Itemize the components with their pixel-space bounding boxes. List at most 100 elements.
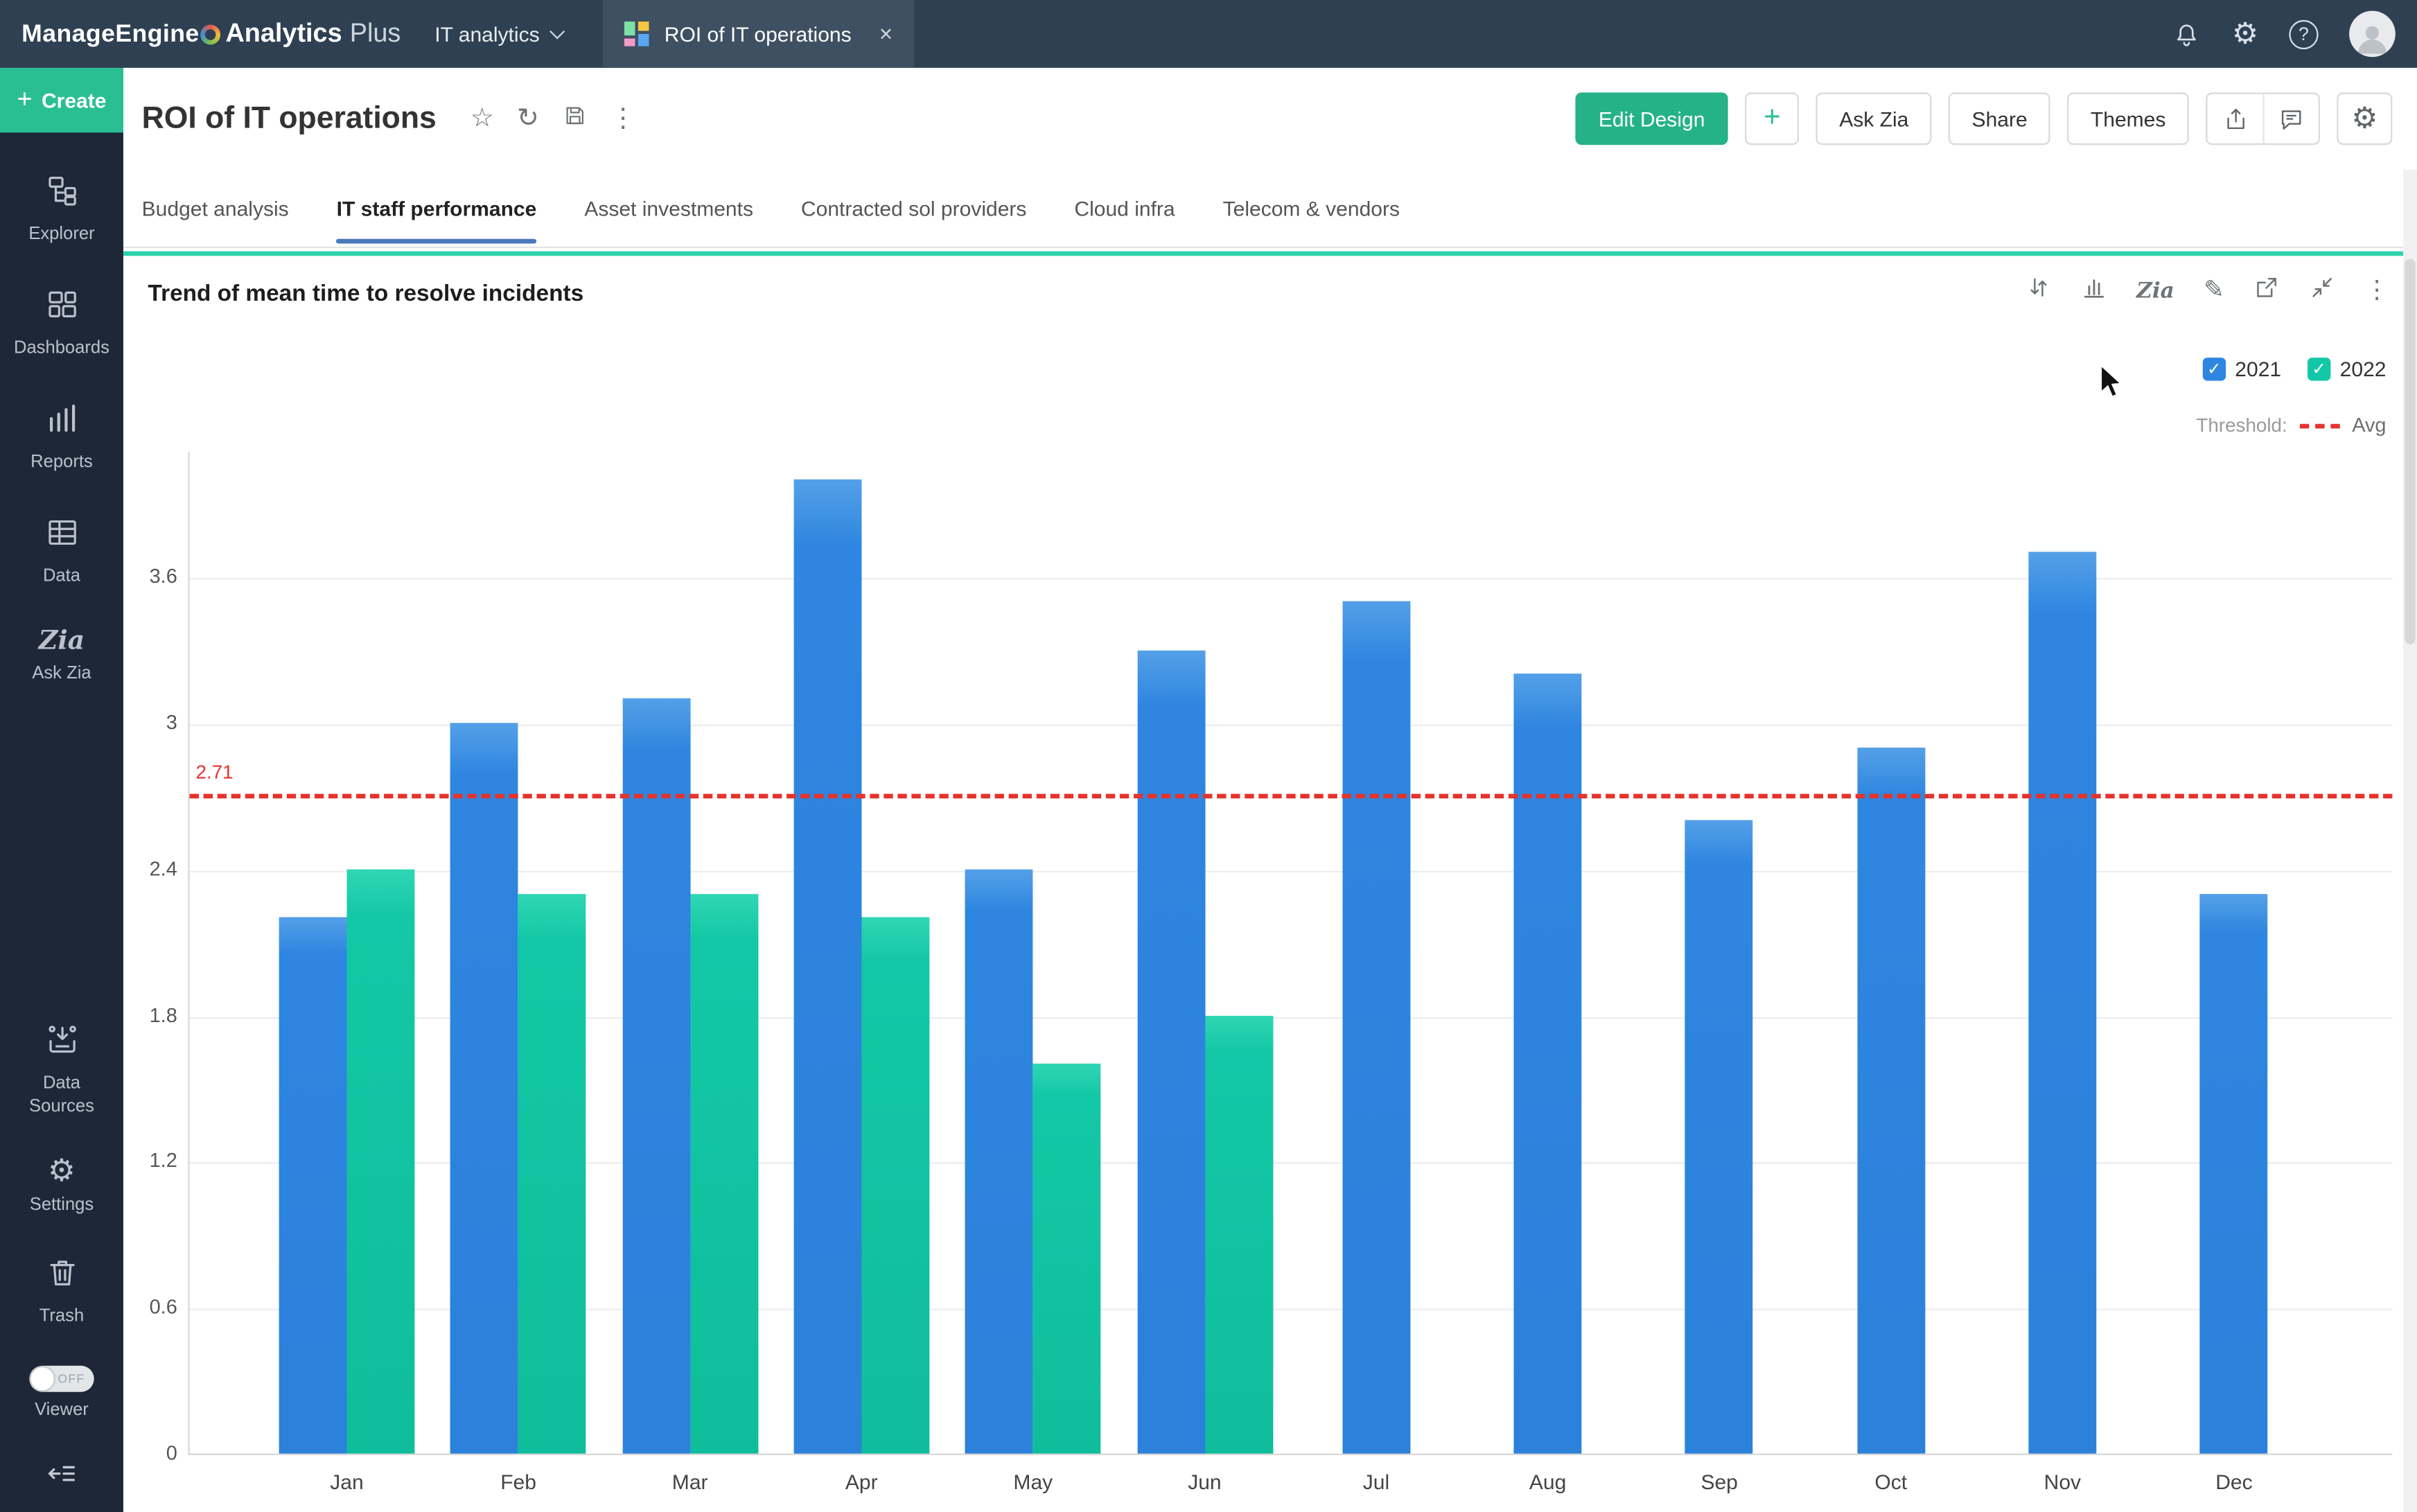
bar-2021-aug[interactable] <box>1513 674 1582 1454</box>
x-axis-tick-label: Feb <box>500 1470 536 1494</box>
workspace-name: IT analytics <box>434 22 540 46</box>
sidebar-item-label: Explorer <box>28 225 95 244</box>
chart-panel: Trend of mean time to resolve incidents … <box>123 251 2417 1512</box>
collapse-sidebar-button[interactable] <box>0 1457 123 1491</box>
tab-cloud-infra[interactable]: Cloud infra <box>1074 196 1175 220</box>
sidebar: + Create Explorer Dashboards Reports Data Zi… <box>0 67 123 1512</box>
notifications-bell-icon[interactable] <box>2172 19 2201 49</box>
legend-item-2021[interactable]: ✓ 2021 <box>2202 358 2281 381</box>
bar-2021-feb[interactable] <box>450 723 519 1454</box>
threshold-legend: Threshold: Avg <box>2196 413 2386 436</box>
collapse-widget-icon[interactable] <box>2309 274 2335 308</box>
sidebar-item-trash[interactable]: Trash <box>0 1255 123 1328</box>
bar-2021-jul[interactable] <box>1342 601 1410 1454</box>
open-document-tab[interactable]: ROI of IT operations × <box>602 0 915 68</box>
sidebar-item-label: Settings <box>29 1196 94 1215</box>
checkbox-checked-icon[interactable]: ✓ <box>2307 358 2331 381</box>
tab-contracted-sol-providers[interactable]: Contracted sol providers <box>800 196 1027 220</box>
bar-2021-mar[interactable] <box>622 698 690 1454</box>
topbar: ManageEngine Analytics Plus IT analytics… <box>0 0 2417 68</box>
x-axis-tick-label: Jan <box>330 1470 364 1494</box>
brand-swirl-icon <box>200 24 221 44</box>
checkbox-checked-icon[interactable]: ✓ <box>2202 358 2226 381</box>
create-button[interactable]: + Create <box>0 67 123 133</box>
chart-type-icon[interactable] <box>2081 274 2107 308</box>
settings-icon: ⚙ <box>48 1154 76 1189</box>
sidebar-item-data[interactable]: Data <box>0 514 123 588</box>
bar-2022-jun[interactable] <box>1204 1015 1273 1454</box>
sidebar-item-reports[interactable]: Reports <box>0 401 123 474</box>
gridline <box>189 724 2393 726</box>
dashboard-settings-icon[interactable]: ⚙ <box>2337 92 2393 146</box>
zia-insights-icon[interactable]: Zia <box>2136 279 2174 304</box>
gridline <box>189 1163 2393 1165</box>
create-button-label: Create <box>41 88 107 112</box>
add-report-button[interactable]: + <box>1745 92 1800 146</box>
more-options-kebab-icon[interactable]: ⋮ <box>610 103 636 133</box>
save-icon[interactable] <box>562 103 587 135</box>
bar-2021-apr[interactable] <box>793 479 862 1454</box>
ask-zia-button[interactable]: Ask Zia <box>1816 92 1932 146</box>
bar-2022-may[interactable] <box>1032 1064 1101 1454</box>
reports-icon <box>44 401 79 443</box>
help-icon[interactable]: ? <box>2289 19 2319 49</box>
legend-item-2022[interactable]: ✓ 2022 <box>2307 358 2387 381</box>
explorer-icon <box>44 173 79 216</box>
favorite-star-icon[interactable]: ☆ <box>470 103 494 133</box>
sidebar-item-explorer[interactable]: Explorer <box>0 173 123 246</box>
x-axis-tick-label: Aug <box>1529 1470 1567 1494</box>
vertical-scrollbar[interactable] <box>2402 169 2417 1512</box>
refresh-icon[interactable]: ↻ <box>517 103 539 133</box>
bar-2021-nov[interactable] <box>2028 552 2097 1454</box>
tab-budget-analysis[interactable]: Budget analysis <box>141 196 289 220</box>
bar-2021-sep[interactable] <box>1685 820 1754 1454</box>
edit-pencil-icon[interactable]: ✎ <box>2204 277 2224 304</box>
export-icon[interactable] <box>2207 94 2262 143</box>
sidebar-item-ask-zia[interactable]: Zia Ask Zia <box>0 627 123 685</box>
sidebar-item-viewer[interactable]: OFF Viewer <box>0 1366 123 1423</box>
sidebar-item-label: Trash <box>39 1307 85 1326</box>
tab-asset-investments[interactable]: Asset investments <box>584 196 753 220</box>
x-axis-tick-label: Oct <box>1874 1470 1908 1494</box>
open-in-new-icon[interactable] <box>2253 274 2280 308</box>
bar-2021-dec[interactable] <box>2200 893 2268 1454</box>
sidebar-item-settings[interactable]: ⚙ Settings <box>0 1157 123 1218</box>
tab-telecom-vendors[interactable]: Telecom & vendors <box>1222 196 1400 220</box>
viewer-toggle-state: OFF <box>58 1371 85 1386</box>
x-axis-tick-label: Jun <box>1188 1470 1222 1494</box>
sidebar-item-data-sources[interactable]: Data Sources <box>0 1023 123 1120</box>
settings-gear-icon[interactable]: ⚙ <box>2231 17 2258 51</box>
workspace-selector[interactable]: IT analytics <box>434 22 565 46</box>
bar-2021-jun[interactable] <box>1136 649 1205 1454</box>
bar-2022-mar[interactable] <box>689 893 758 1454</box>
share-button[interactable]: Share <box>1949 92 2051 146</box>
chart-title: Trend of mean time to resolve incidents <box>148 280 584 307</box>
edit-design-button[interactable]: Edit Design <box>1575 92 1728 146</box>
bar-2021-jan[interactable] <box>279 917 347 1454</box>
bar-2022-jan[interactable] <box>346 869 415 1454</box>
widget-kebab-icon[interactable]: ⋮ <box>2364 277 2389 304</box>
sidebar-item-label: Viewer <box>35 1401 89 1420</box>
comments-icon[interactable] <box>2262 94 2319 143</box>
close-icon[interactable]: × <box>879 21 893 47</box>
bar-2021-oct[interactable] <box>1856 747 1925 1454</box>
dashboards-icon <box>44 286 79 329</box>
data-sources-icon <box>44 1023 79 1066</box>
sidebar-item-label: Ask Zia <box>32 663 91 683</box>
sort-icon[interactable] <box>2025 274 2052 308</box>
scrollbar-thumb[interactable] <box>2405 258 2416 644</box>
bar-chart-plot: 0 0.6 1.2 1.8 2.4 3 3.6 Jan Feb Mar Apr May Jun Jul Au… <box>150 451 2393 1494</box>
bar-2022-feb[interactable] <box>518 893 586 1454</box>
bar-2022-apr[interactable] <box>861 917 930 1454</box>
themes-button[interactable]: Themes <box>2067 92 2189 146</box>
x-axis-tick-label: May <box>1013 1470 1053 1494</box>
data-icon <box>44 514 79 557</box>
user-avatar[interactable] <box>2349 10 2396 58</box>
sidebar-item-dashboards[interactable]: Dashboards <box>0 286 123 360</box>
sidebar-item-label: Dashboards <box>13 338 109 358</box>
viewer-toggle[interactable]: OFF <box>29 1366 94 1392</box>
bar-2021-may[interactable] <box>965 869 1033 1454</box>
tab-it-staff-performance[interactable]: IT staff performance <box>336 170 536 247</box>
gridline <box>189 578 2393 580</box>
